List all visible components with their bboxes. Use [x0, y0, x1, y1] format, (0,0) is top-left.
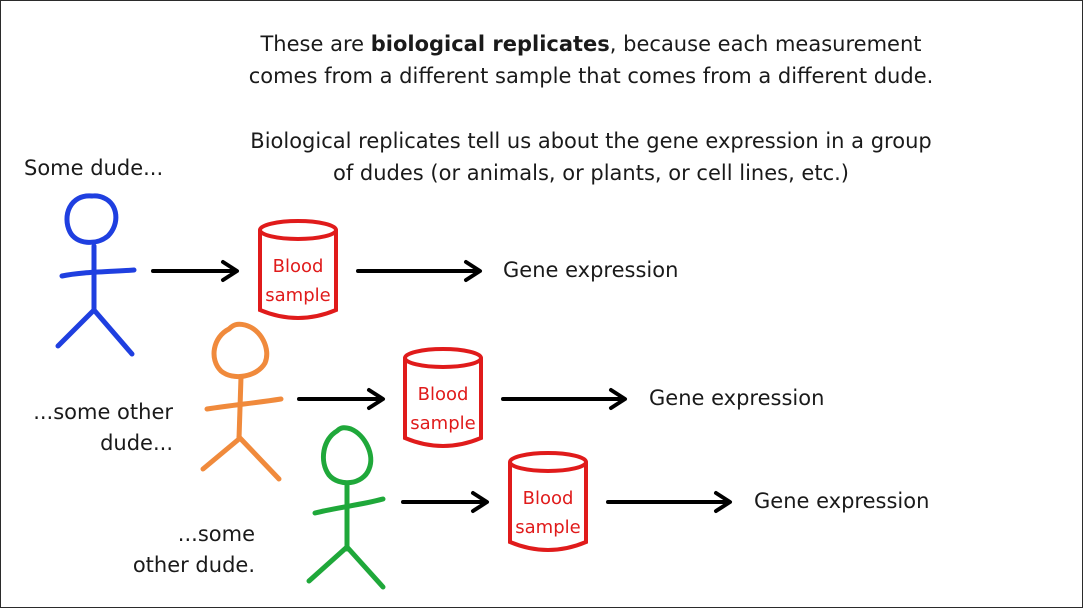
caption-bold-term: biological replicates	[370, 32, 610, 56]
stick-figure-3-icon	[306, 425, 386, 590]
person-3-label-line-2: other dude.	[132, 553, 255, 577]
blood-sample-line-2: sample	[265, 285, 331, 306]
arrow-to-sample-1-icon	[151, 260, 239, 282]
blood-sample-container-icon	[403, 347, 483, 448]
blood-sample-2-text: Blood sample	[401, 380, 485, 438]
blood-sample-line-1: Blood	[522, 488, 574, 509]
stick-figure-2-icon	[200, 321, 284, 482]
caption-line-4: of dudes (or animals, or plants, or cell…	[333, 161, 849, 185]
blood-sample-1: Blood sample	[256, 218, 340, 322]
blood-sample-3-text: Blood sample	[506, 484, 590, 542]
caption-replicates-definition: These are biological replicates, because…	[211, 28, 971, 92]
caption-line-2: comes from a different sample that comes…	[248, 64, 934, 88]
person-3-label: ...some other dude.	[101, 519, 255, 581]
blood-sample-1-text: Blood sample	[256, 252, 340, 310]
caption-replicates-purpose: Biological replicates tell us about the …	[221, 125, 961, 189]
blood-sample-line-2: sample	[410, 413, 476, 434]
arrow-to-sample-2-icon	[297, 388, 385, 410]
blood-sample-3: Blood sample	[506, 450, 590, 554]
arrow-to-sample-3-icon	[401, 491, 489, 513]
caption-line-1-suffix: , because each measurement	[609, 32, 922, 56]
caption-line-1: These are biological replicates, because…	[211, 28, 971, 60]
blood-sample-line-1: Blood	[417, 384, 469, 405]
person-2-label: ...some other dude...	[21, 397, 173, 459]
blood-sample-container-icon	[508, 451, 588, 552]
person-2-label-line-1: ...some other	[33, 400, 173, 424]
person-1-label: Some dude...	[24, 153, 163, 184]
arrow-to-gene-expression-2-icon	[501, 388, 627, 410]
person-3-label-line-1: ...some	[177, 522, 255, 546]
gene-expression-label-1: Gene expression	[503, 258, 679, 282]
gene-expression-label-3: Gene expression	[754, 489, 930, 513]
blood-sample-2: Blood sample	[401, 346, 485, 450]
blood-sample-line-2: sample	[515, 517, 581, 538]
arrow-to-gene-expression-1-icon	[356, 260, 482, 282]
arrow-to-gene-expression-3-icon	[606, 491, 732, 513]
blood-sample-container-icon	[258, 219, 338, 320]
caption-line-1-prefix: These are	[260, 32, 371, 56]
gene-expression-label-2: Gene expression	[649, 386, 825, 410]
person-1-label-line-1: Some dude...	[24, 156, 164, 180]
stick-figure-1-icon	[55, 193, 137, 357]
caption-line-3: Biological replicates tell us about the …	[250, 129, 932, 153]
blood-sample-line-1: Blood	[272, 256, 324, 277]
person-2-label-line-2: dude...	[100, 431, 173, 455]
